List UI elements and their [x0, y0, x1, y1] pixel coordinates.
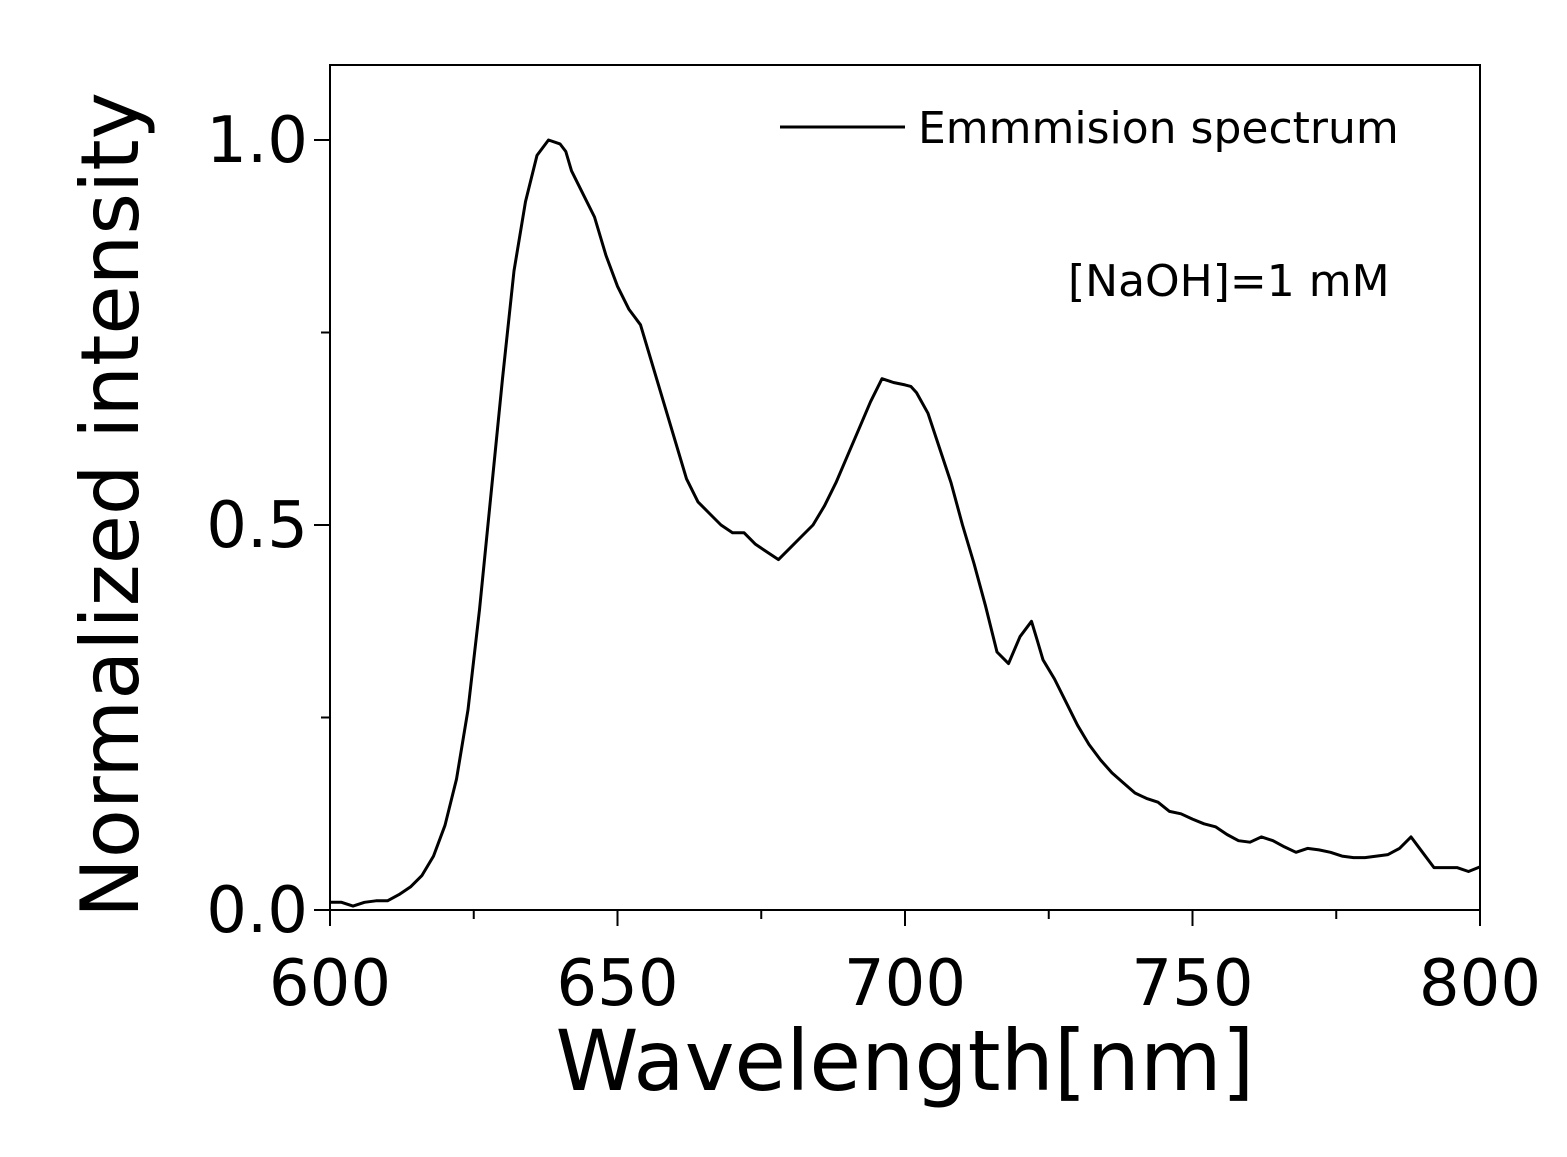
x-tick-label-750: 750	[1131, 947, 1253, 1021]
x-tick-label-700: 700	[844, 947, 966, 1021]
series	[330, 138, 1481, 908]
tick-labels: 600 650 700 750 800 0.0 0.5 1.0	[206, 104, 1541, 1021]
annotation-naoh: [NaOH]=1 mM	[1068, 256, 1390, 307]
y-tick-label-1.0: 1.0	[206, 104, 308, 178]
y-tick-label-0.0: 0.0	[206, 874, 308, 948]
x-tick-label-800: 800	[1419, 947, 1541, 1021]
legend-label: Emmmision spectrum	[918, 103, 1399, 154]
plot-frame	[329, 64, 1481, 911]
y-tick-label-0.5: 0.5	[206, 489, 308, 563]
x-axis-title: Wavelength[nm]	[556, 1012, 1255, 1110]
x-tick-label-650: 650	[556, 947, 678, 1021]
series-line-emission-spectrum	[330, 138, 1481, 908]
ticks	[314, 139, 1481, 926]
legend: Emmmision spectrum	[780, 103, 1399, 154]
x-tick-label-600: 600	[269, 947, 391, 1021]
y-axis-title: Normalized intensity	[64, 92, 157, 918]
